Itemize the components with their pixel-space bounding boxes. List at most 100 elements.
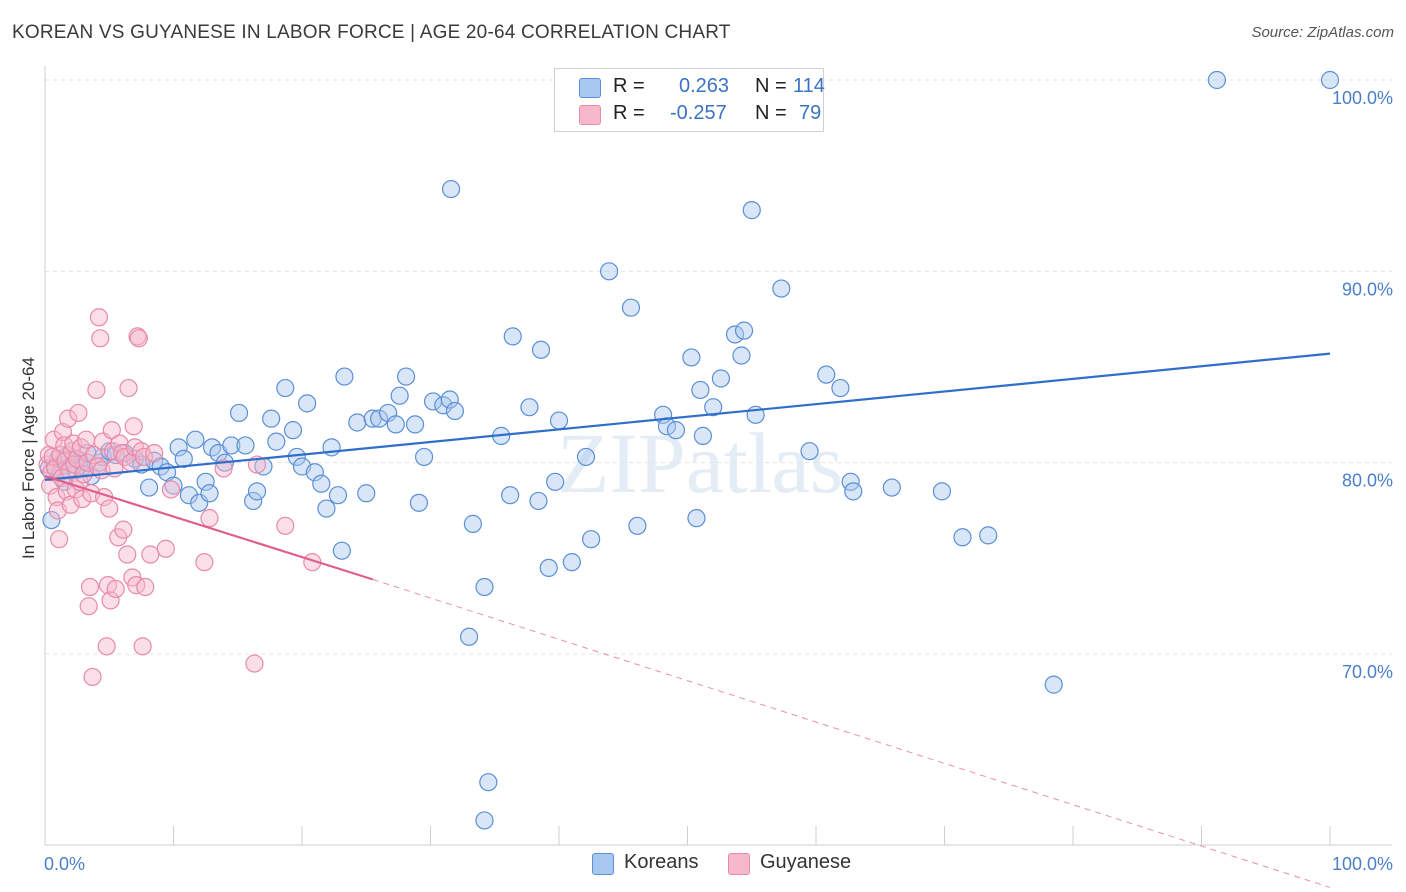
guyanese-point xyxy=(245,654,264,673)
korean-point xyxy=(1320,70,1340,90)
korean-point xyxy=(628,516,647,535)
n-value: 114 xyxy=(793,75,825,97)
korean-point xyxy=(414,447,434,467)
guyanese-legend-swatch xyxy=(728,853,750,875)
korean-point xyxy=(200,484,219,503)
korean-point xyxy=(546,472,565,491)
korean-point xyxy=(529,491,548,511)
korean-point xyxy=(734,321,754,340)
korean-point xyxy=(396,367,416,386)
guyanese-point xyxy=(89,308,109,327)
guyanese-point xyxy=(59,409,78,428)
x-tick-label: 100.0% xyxy=(1332,854,1393,874)
korean-point xyxy=(283,421,303,440)
guyanese-point xyxy=(46,459,65,478)
korean-point xyxy=(305,463,324,482)
guyanese-point xyxy=(156,539,175,558)
r-value: 0.263 xyxy=(679,75,730,97)
guyanese-point xyxy=(106,579,125,599)
guyanese-point xyxy=(74,465,93,484)
korean-point xyxy=(800,442,819,461)
guyanese-point xyxy=(79,597,98,616)
guyanese-trend-line xyxy=(44,475,374,581)
guyanese-point xyxy=(161,480,181,499)
korean-point xyxy=(687,509,706,528)
korean-point xyxy=(531,340,551,359)
y-tick-label: 80.0% xyxy=(1342,471,1393,491)
x-tick-label: 0.0% xyxy=(44,854,85,874)
guyanese-point xyxy=(77,430,96,449)
korean-point xyxy=(691,380,710,400)
korean-point xyxy=(666,421,686,440)
korean-point xyxy=(42,510,61,530)
korean-point xyxy=(298,394,317,413)
n-value: 79 xyxy=(799,102,822,124)
korean-point xyxy=(711,369,731,388)
guyanese-point xyxy=(127,576,146,595)
koreans-legend-swatch xyxy=(592,853,614,875)
guyanese-point xyxy=(133,637,152,656)
korean-point xyxy=(582,530,601,549)
trend-lines xyxy=(44,352,1331,888)
korean-point xyxy=(229,403,249,423)
koreans-swatch xyxy=(579,78,601,98)
guyanese-point xyxy=(134,447,154,467)
korean-point xyxy=(475,811,494,830)
korean-point xyxy=(386,415,405,434)
guyanese-point xyxy=(87,380,106,400)
korean-point xyxy=(312,474,331,493)
y-axis-label: In Labor Force | Age 20-64 xyxy=(19,357,38,559)
guyanese-point xyxy=(73,489,92,509)
korean-point xyxy=(576,447,596,467)
korean-point xyxy=(267,432,286,451)
guyanese-point xyxy=(118,545,137,564)
guyanese-point xyxy=(276,516,295,535)
korean-point xyxy=(501,486,520,505)
korean-point xyxy=(682,348,701,367)
korean-point xyxy=(459,627,479,646)
chart-title: KOREAN VS GUYANESE IN LABOR FORCE | AGE … xyxy=(12,22,731,43)
korean-point xyxy=(831,378,850,398)
guyanese-point xyxy=(91,329,110,348)
korean-point xyxy=(328,486,348,505)
axes xyxy=(44,66,1392,846)
korean-point xyxy=(335,367,354,386)
korean-point xyxy=(222,436,241,455)
r-label: R = xyxy=(613,75,645,97)
korean-point xyxy=(139,478,159,497)
korean-point xyxy=(332,541,351,560)
korean-point xyxy=(979,526,998,545)
y-tick-label: 100.0% xyxy=(1332,88,1393,108)
korean-point xyxy=(463,514,483,533)
watermark: ZIPatlas xyxy=(557,415,844,511)
korean-point xyxy=(370,409,389,428)
guyanese-point xyxy=(69,403,88,423)
korean-point xyxy=(357,484,376,503)
korean-point xyxy=(441,179,461,199)
korean-point xyxy=(196,472,215,491)
korean-point xyxy=(539,558,558,578)
korean-point xyxy=(390,386,409,405)
korean-point xyxy=(953,528,972,547)
korean-point xyxy=(772,279,791,298)
guyanese-point xyxy=(83,667,102,687)
guyanese-point xyxy=(119,378,138,398)
y-tick-label: 90.0% xyxy=(1342,279,1393,299)
korean-point xyxy=(1207,70,1227,90)
korean-point xyxy=(479,773,498,792)
korean-point xyxy=(562,553,581,572)
guyanese-point xyxy=(195,553,214,572)
korean-point xyxy=(169,438,188,457)
source-label: Source: ZipAtlas.com xyxy=(1251,24,1394,41)
grid-lines xyxy=(45,79,1392,655)
korean-point xyxy=(704,398,723,417)
korean-point xyxy=(236,436,255,455)
korean-point xyxy=(520,398,539,417)
guyanese-point xyxy=(101,591,120,610)
guyanese-point xyxy=(124,417,143,436)
korean-point xyxy=(445,401,465,421)
guyanese-point xyxy=(80,577,100,597)
korean-point xyxy=(276,378,295,398)
guyanese-point xyxy=(56,451,75,470)
